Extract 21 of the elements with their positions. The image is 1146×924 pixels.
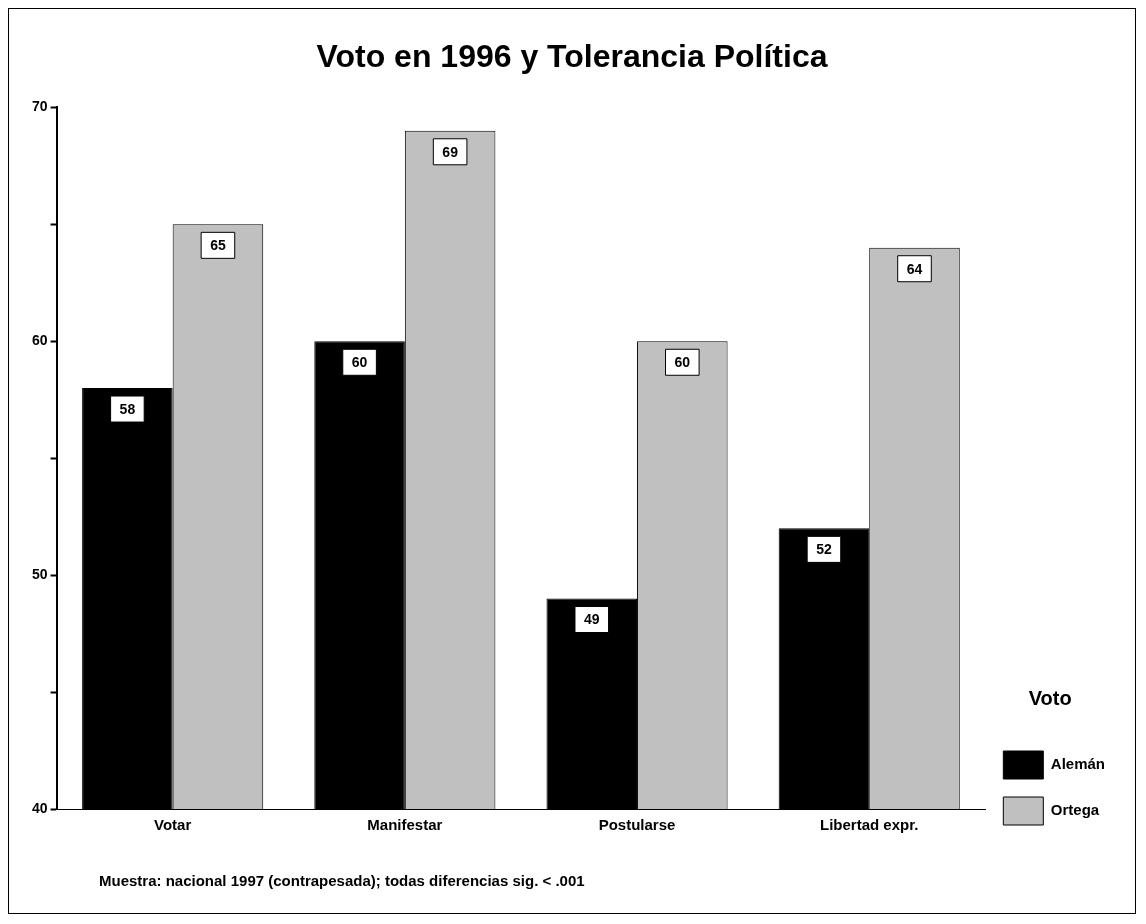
chart-title: Voto en 1996 y Tolerancia Política — [316, 38, 828, 75]
x-tick-label: Votar — [154, 816, 192, 834]
legend-label: Alemán — [1050, 755, 1105, 773]
y-tick-label: 40 — [31, 799, 48, 816]
x-tick-label: Postularse — [598, 816, 676, 834]
x-tick-label: Manifestar — [367, 816, 443, 834]
data-label: 65 — [210, 237, 226, 254]
data-label: 58 — [119, 400, 136, 417]
y-tick-label: 60 — [31, 332, 48, 349]
y-tick-label: 70 — [31, 98, 48, 115]
data-label: 60 — [674, 354, 691, 371]
legend-title: Voto — [1028, 686, 1072, 709]
data-label: 60 — [351, 354, 368, 371]
data-label: 64 — [906, 260, 923, 277]
x-tick-label: Libertad expr. — [820, 816, 919, 834]
data-label: 69 — [442, 143, 459, 160]
data-label: 49 — [583, 611, 600, 628]
legend-label: Ortega — [1050, 801, 1100, 819]
text: Muestra: nacional 1997 (contrapesada); todas diferencias sig. < .001 — [99, 872, 585, 889]
y-tick-label: 50 — [31, 565, 48, 582]
data-label: 52 — [816, 541, 832, 558]
